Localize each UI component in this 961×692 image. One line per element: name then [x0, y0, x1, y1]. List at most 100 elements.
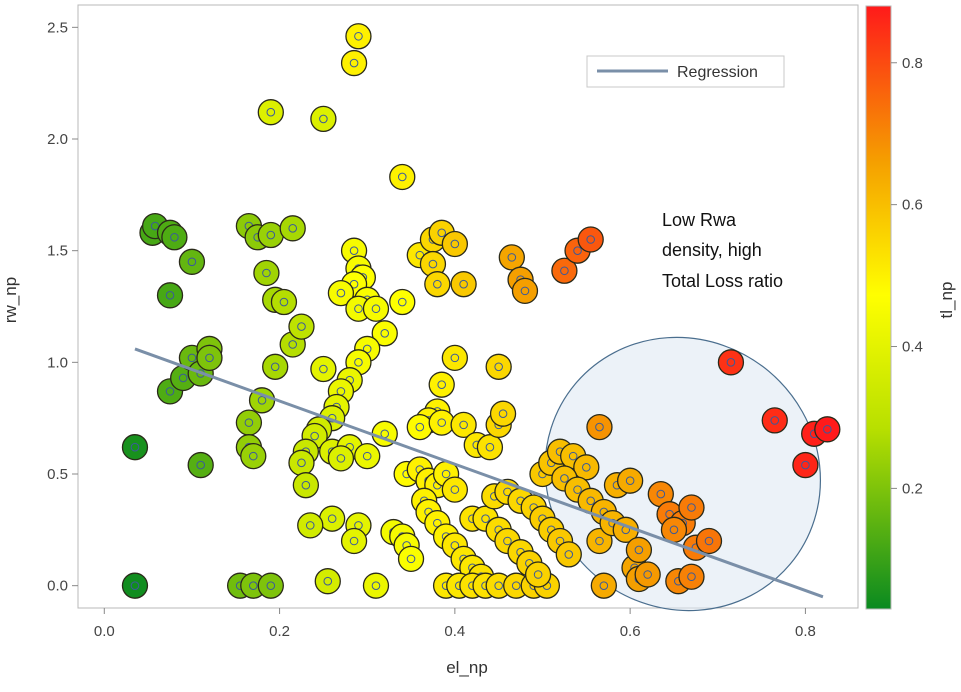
x-tick-label: 0.8	[795, 623, 816, 640]
data-point-marker	[406, 413, 433, 441]
data-point	[362, 572, 390, 599]
data-point-inner	[704, 536, 714, 546]
data-point-marker	[121, 434, 149, 461]
data-point-marker	[441, 476, 469, 503]
data-point	[428, 409, 455, 436]
data-point-marker	[678, 563, 705, 590]
y-tick-label: 1.0	[47, 354, 68, 371]
data-point	[792, 451, 819, 479]
x-tick-label: 0.6	[620, 623, 641, 640]
data-point-marker	[625, 536, 653, 564]
data-point	[240, 442, 267, 470]
data-point-inner	[130, 442, 140, 452]
data-point-inner	[319, 114, 328, 124]
data-point-marker	[489, 400, 517, 427]
data-point-inner	[634, 545, 644, 555]
data-point-inner	[503, 536, 512, 546]
data-point	[441, 230, 469, 258]
data-point-inner	[371, 304, 381, 314]
data-point-inner	[669, 525, 679, 535]
data-point	[761, 407, 788, 434]
data-point	[476, 434, 504, 461]
data-point-inner	[349, 58, 359, 68]
data-point	[310, 105, 337, 133]
data-point-marker	[678, 494, 705, 521]
data-point-inner	[196, 460, 205, 470]
data-point-marker	[450, 271, 477, 298]
data-point	[577, 226, 604, 253]
data-point-inner	[266, 107, 276, 117]
data-point	[586, 527, 613, 555]
data-point-marker	[161, 224, 188, 251]
data-point-inner	[336, 454, 346, 463]
data-point	[489, 400, 517, 427]
data-point	[288, 449, 315, 476]
data-point	[555, 541, 582, 568]
data-point-inner	[165, 387, 175, 396]
data-point-marker	[340, 49, 368, 77]
data-point	[196, 344, 223, 372]
data-point	[397, 545, 425, 573]
data-point-inner	[437, 228, 447, 238]
data-point	[389, 288, 416, 316]
data-point-marker	[262, 353, 289, 380]
data-point-inner	[397, 172, 407, 182]
y-tick-label: 2.5	[47, 19, 68, 36]
colorbar	[865, 5, 892, 610]
data-point-inner	[270, 362, 280, 372]
data-point-inner	[406, 554, 416, 564]
data-point-marker	[814, 416, 841, 443]
data-point-inner	[599, 581, 609, 590]
data-point	[121, 434, 149, 461]
data-point-marker	[257, 99, 284, 126]
data-point-inner	[380, 329, 390, 338]
data-point	[441, 344, 469, 372]
data-point-inner	[262, 268, 271, 278]
data-point	[319, 505, 346, 532]
data-point-marker	[551, 257, 578, 284]
data-point	[551, 257, 578, 284]
data-point-marker	[371, 320, 398, 347]
data-point	[678, 563, 705, 590]
data-point	[524, 561, 552, 588]
data-point-inner	[586, 496, 595, 506]
data-point	[292, 472, 320, 499]
colorbar-ticks: 0.2 0.4 0.6 0.8	[891, 55, 923, 497]
data-point-inner	[354, 358, 363, 367]
data-point	[450, 271, 477, 298]
data-point-marker	[327, 445, 355, 472]
data-point-inner	[726, 358, 736, 367]
data-point-inner	[560, 266, 569, 276]
data-point-inner	[459, 279, 468, 289]
data-point-inner	[450, 239, 460, 249]
data-point	[345, 23, 372, 50]
data-point-marker	[586, 413, 613, 441]
data-point-inner	[595, 422, 604, 432]
data-point-marker	[314, 568, 341, 595]
data-point-marker	[616, 467, 644, 494]
legend-label: Regression	[677, 64, 758, 81]
data-point-inner	[362, 451, 372, 461]
data-point-inner	[625, 476, 635, 486]
data-point-inner	[248, 581, 258, 590]
colorbar-tick-label: 0.2	[902, 480, 923, 497]
data-point-marker	[441, 344, 469, 372]
data-point-inner	[354, 304, 363, 314]
data-point-inner	[279, 297, 289, 307]
data-point-marker	[310, 355, 337, 383]
points-layer	[121, 23, 841, 599]
y-tick-label: 2.0	[47, 131, 68, 148]
data-point-marker	[292, 472, 320, 499]
data-point-marker	[187, 451, 214, 479]
data-point-inner	[520, 286, 530, 296]
data-point-marker	[577, 226, 604, 253]
data-point-inner	[485, 442, 495, 452]
data-point	[121, 572, 149, 599]
x-tick-label: 0.2	[269, 623, 290, 640]
regression-line	[134, 347, 824, 599]
data-point-inner	[244, 418, 254, 427]
data-point-marker	[695, 527, 723, 555]
data-point-marker	[340, 527, 368, 555]
data-point	[362, 295, 390, 322]
data-point	[717, 349, 745, 376]
